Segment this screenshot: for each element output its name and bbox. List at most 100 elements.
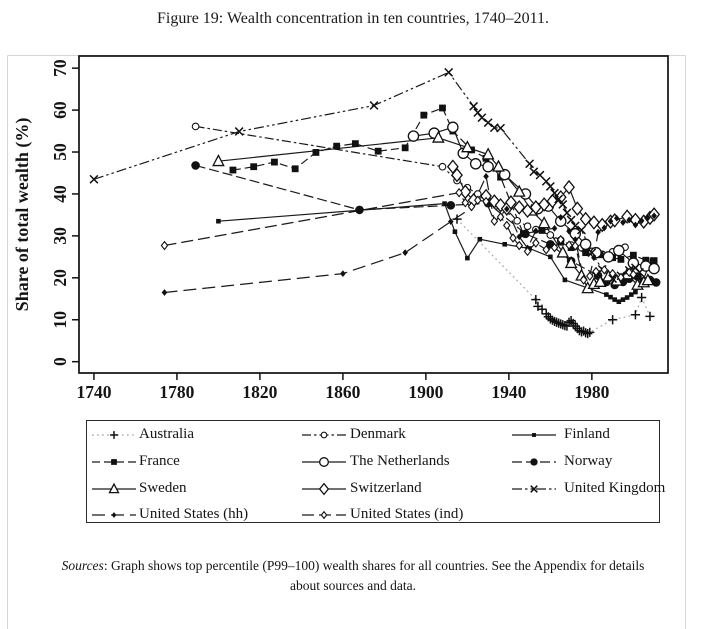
x-marker-icon xyxy=(570,221,580,231)
diamond-small-open-marker-icon xyxy=(482,196,490,207)
plus-marker-icon xyxy=(547,315,558,325)
legend-entry-finland: Finland xyxy=(87,424,659,446)
x-tick-label: 1820 xyxy=(242,382,277,402)
x-marker-icon xyxy=(530,484,538,493)
square-filled-marker-icon xyxy=(650,257,658,265)
square-filled-marker-icon xyxy=(271,158,278,166)
plus-marker-icon xyxy=(452,214,462,224)
square-small-filled-marker-icon xyxy=(624,295,630,300)
x-marker-icon xyxy=(469,101,479,111)
diamond-small-filled-marker-icon xyxy=(591,254,597,262)
diamond-open-marker-icon xyxy=(563,179,575,195)
legend-entry-norway: Norway xyxy=(87,451,659,473)
diamond-open-marker-icon xyxy=(571,201,584,216)
legend-sample-denmark xyxy=(302,431,346,439)
y-tick-label: 60 xyxy=(50,101,70,119)
diamond-small-open-marker-icon xyxy=(565,240,573,250)
triangle-open-marker-icon xyxy=(212,154,225,167)
y-tick-label: 0 xyxy=(50,357,70,366)
chart-legend: Australia Denmark Finland France The Netherl… xyxy=(86,420,665,526)
legend-label-denmark: Denmark xyxy=(350,426,406,442)
x-marker-icon xyxy=(369,101,379,110)
x-tick-label: 1980 xyxy=(574,382,609,402)
triangle-open-marker-icon xyxy=(512,184,526,197)
diamond-small-filled-marker-icon xyxy=(620,219,626,226)
square-small-filled-marker-icon xyxy=(562,277,568,283)
triangle-open-marker-icon xyxy=(556,245,570,258)
diamond-small-open-marker-icon xyxy=(556,234,565,245)
square-filled-marker-icon xyxy=(250,163,258,171)
legend-label-france: France xyxy=(139,453,180,469)
square-filled-marker-icon xyxy=(312,149,320,156)
square-filled-marker-icon xyxy=(538,227,546,234)
circle-small-open-marker-icon xyxy=(191,122,200,131)
diamond-small-open-marker-icon xyxy=(571,241,580,251)
legend-entry-united-states-hh: United States (hh) xyxy=(87,504,659,526)
diamond-small-filled-marker-icon xyxy=(572,236,579,244)
diamond-small-open-marker-icon xyxy=(532,238,540,248)
series-lines xyxy=(93,71,657,335)
series-markers-the-netherlands xyxy=(407,121,660,275)
series-markers-sweden xyxy=(212,130,655,294)
x-marker-icon xyxy=(545,181,555,191)
sources-text: : Graph shows top percentile (P99–100) w… xyxy=(103,558,645,573)
x-marker-icon xyxy=(635,267,645,277)
diamond-open-marker-icon xyxy=(318,482,330,495)
x-marker-icon xyxy=(483,118,493,128)
plus-marker-icon xyxy=(585,327,595,337)
legend-label-the-netherlands: The Netherlands xyxy=(350,453,450,469)
diamond-small-open-marker-icon xyxy=(515,240,524,251)
circle-open-marker-icon xyxy=(319,457,329,467)
diamond-small-open-marker-icon xyxy=(617,272,625,283)
plus-marker-icon xyxy=(110,431,118,439)
diamond-small-open-marker-icon xyxy=(600,265,609,275)
triangle-open-marker-icon xyxy=(537,216,551,229)
plus-marker-icon xyxy=(531,295,541,305)
square-small-filled-marker-icon xyxy=(620,297,626,302)
square-small-filled-marker-icon xyxy=(477,236,483,242)
figure-caption: Figure 19: Wealth concentration in ten c… xyxy=(157,10,549,27)
legend-label-united-kingdom: United Kingdom xyxy=(564,479,666,496)
diamond-small-open-marker-icon xyxy=(523,246,532,257)
diamond-small-filled-marker-icon xyxy=(402,249,408,257)
diamond-small-filled-marker-icon xyxy=(111,512,117,518)
legend-sample-united-states-hh xyxy=(92,512,136,518)
circle-open-marker-icon xyxy=(613,244,625,257)
square-small-filled-marker-icon xyxy=(612,297,617,302)
square-filled-marker-icon xyxy=(333,142,341,150)
diamond-small-filled-marker-icon xyxy=(161,289,168,296)
plus-marker-icon xyxy=(637,292,647,303)
diamond-small-open-marker-icon xyxy=(542,244,551,255)
plus-marker-icon xyxy=(576,327,587,337)
x-marker-icon xyxy=(496,123,506,133)
diamond-small-filled-marker-icon xyxy=(632,221,639,229)
y-tick-label: 20 xyxy=(50,269,70,287)
square-small-filled-marker-icon xyxy=(628,292,634,297)
diamond-small-open-marker-icon xyxy=(461,197,470,208)
diamond-small-open-marker-icon xyxy=(608,268,617,279)
diamond-small-filled-marker-icon xyxy=(595,228,601,236)
diamond-small-filled-marker-icon xyxy=(607,217,614,225)
circle-open-marker-icon xyxy=(482,160,494,173)
x-marker-icon xyxy=(477,113,487,123)
square-small-filled-marker-icon xyxy=(442,201,447,206)
chart-frame xyxy=(78,55,669,374)
circle-open-marker-icon xyxy=(602,251,615,263)
figure-border xyxy=(7,55,686,629)
legend-label-united-states-ind: United States (ind) xyxy=(350,506,464,522)
diamond-small-filled-marker-icon xyxy=(645,214,651,222)
diamond-small-filled-marker-icon xyxy=(503,205,510,213)
x-marker-icon xyxy=(566,215,576,225)
legend-sample-norway xyxy=(512,458,556,466)
x-marker-icon xyxy=(608,274,618,284)
y-tick-label: 10 xyxy=(50,311,70,329)
diamond-small-open-marker-icon xyxy=(579,275,588,285)
circle-open-marker-icon xyxy=(579,238,592,251)
circle-open-marker-icon xyxy=(407,130,420,142)
x-marker-icon xyxy=(554,194,564,204)
sources-label: Sources xyxy=(61,558,104,573)
diamond-small-filled-marker-icon xyxy=(516,233,523,241)
y-tick-label: 70 xyxy=(50,59,70,77)
square-filled-marker-icon xyxy=(111,459,117,465)
